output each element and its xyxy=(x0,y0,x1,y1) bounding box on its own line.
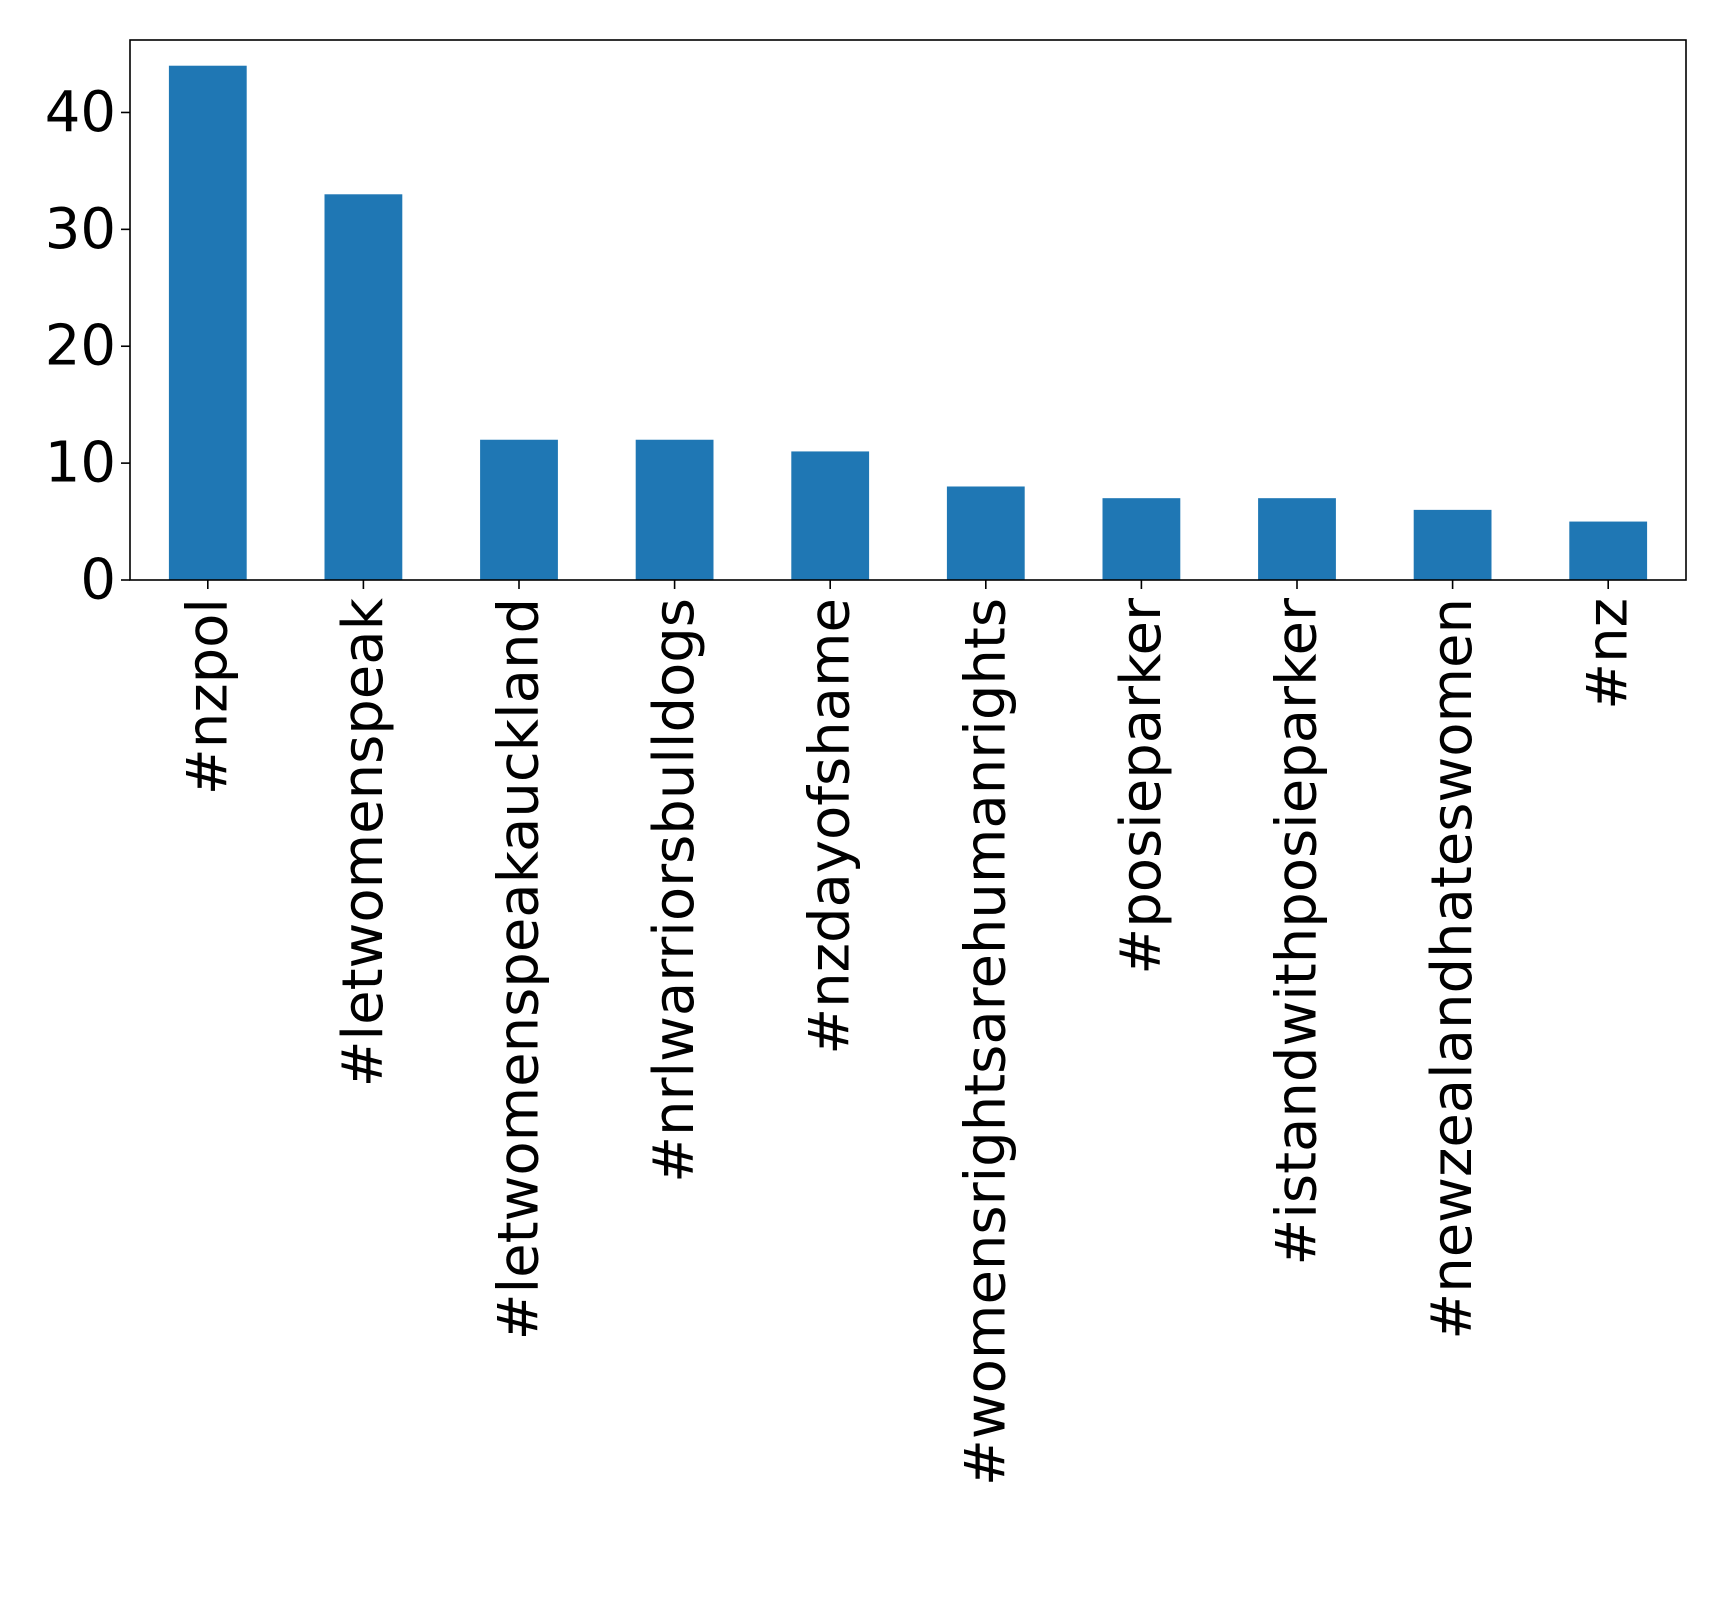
bar-womensrightsarehumanrights xyxy=(946,486,1025,580)
x-tick-label: #nzpol xyxy=(175,598,240,795)
y-tick-label: 20 xyxy=(45,314,116,379)
bar-newzealandhateswomen xyxy=(1413,509,1492,580)
bar-letwomenspeak xyxy=(324,194,403,581)
bar-nzdayofshame xyxy=(791,451,870,580)
y-tick-label: 30 xyxy=(45,197,116,262)
x-tick-label: #nz xyxy=(1576,598,1641,710)
x-tick-label: #nrlwarriorsbulldogs xyxy=(642,598,707,1183)
x-tick-label: #newzealandhateswomen xyxy=(1420,598,1485,1340)
x-tick-label: #nzdayofshame xyxy=(798,598,863,1055)
x-axis: #nzpol #letwomenspeak #letwomenspeakauckla… xyxy=(175,580,1641,1486)
x-tick-label: #womensrightsarehumanrights xyxy=(953,598,1018,1486)
x-tick-label: #letwomenspeakauckland xyxy=(487,598,552,1340)
x-tick-label: #posieparker xyxy=(1109,597,1174,975)
bar-nrlwarriorsbulldogs xyxy=(635,439,714,580)
y-tick-label: 40 xyxy=(45,80,116,145)
bar-nzpol xyxy=(168,65,247,580)
y-axis: 0 10 20 30 40 xyxy=(45,80,130,613)
bar-letwomenspeakauckland xyxy=(480,439,558,580)
bar-posieparker xyxy=(1102,498,1181,580)
plot-frame xyxy=(129,39,1687,581)
y-tick-label: 0 xyxy=(80,548,116,613)
bar-istandwithposieparker xyxy=(1258,498,1336,580)
bar-nz xyxy=(1569,521,1648,580)
x-tick-label: #istandwithposieparker xyxy=(1265,597,1330,1266)
bars-group xyxy=(168,65,1648,581)
x-tick-label: #letwomenspeak xyxy=(331,597,396,1087)
y-tick-label: 10 xyxy=(45,431,116,496)
